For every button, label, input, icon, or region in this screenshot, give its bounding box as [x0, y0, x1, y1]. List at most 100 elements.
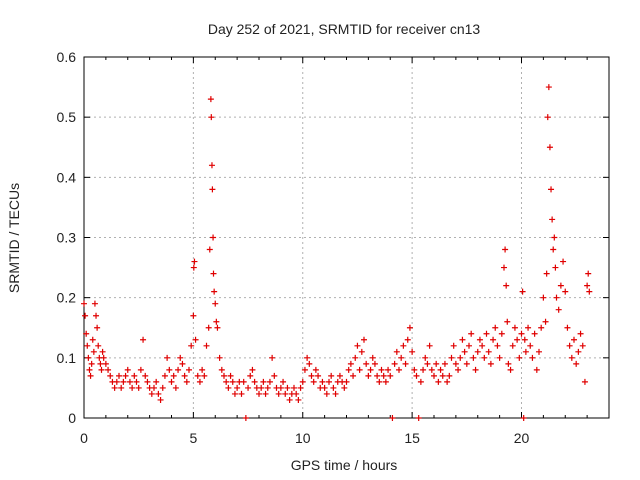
- data-point: [111, 384, 118, 391]
- data-point: [113, 378, 120, 385]
- data-point: [552, 264, 559, 271]
- data-point: [164, 354, 171, 361]
- data-point: [507, 366, 514, 373]
- data-point: [546, 144, 553, 151]
- data-point: [216, 354, 223, 361]
- data-point: [140, 336, 147, 343]
- data-point: [536, 348, 542, 355]
- data-point: [498, 330, 505, 337]
- data-point: [312, 366, 319, 373]
- data-point: [413, 372, 420, 379]
- data-point: [380, 372, 387, 379]
- data-point: [531, 330, 538, 337]
- y-tick-label: 0.3: [57, 230, 77, 246]
- data-point: [209, 186, 216, 193]
- data-point: [207, 96, 214, 103]
- data-point: [89, 336, 96, 343]
- data-point: [84, 342, 91, 349]
- data-point: [326, 378, 332, 385]
- data-point: [455, 366, 462, 373]
- data-point: [406, 324, 413, 331]
- data-point: [504, 318, 511, 325]
- data-point: [212, 300, 219, 307]
- y-tick-label: 0.1: [57, 350, 77, 366]
- data-point: [441, 360, 448, 367]
- data-point: [361, 336, 367, 343]
- data-point: [417, 378, 424, 385]
- data-point: [88, 360, 95, 367]
- data-point: [474, 348, 481, 355]
- data-point: [208, 162, 215, 169]
- data-point: [496, 354, 503, 361]
- data-point: [466, 342, 472, 349]
- data-point: [135, 384, 142, 391]
- data-point: [280, 378, 287, 385]
- data-point: [159, 384, 166, 391]
- data-point: [191, 258, 198, 265]
- data-point: [404, 336, 411, 343]
- data-point: [400, 342, 407, 349]
- data-point: [553, 294, 560, 301]
- chart-title: Day 252 of 2021, SRMTID for receiver cn1…: [208, 21, 481, 37]
- data-point: [95, 342, 102, 349]
- data-point: [172, 384, 179, 391]
- data-point: [521, 336, 528, 343]
- data-point: [485, 348, 492, 355]
- data-point: [459, 336, 466, 343]
- data-point: [354, 342, 361, 349]
- data-point: [501, 264, 507, 271]
- data-point: [245, 384, 252, 391]
- data-point: [133, 378, 140, 385]
- data-point: [107, 372, 114, 379]
- data-point: [99, 348, 106, 355]
- data-point: [264, 384, 271, 391]
- data-point: [422, 354, 429, 361]
- data-point: [577, 330, 584, 337]
- data-point: [367, 366, 374, 373]
- data-point: [347, 360, 354, 367]
- data-point: [251, 378, 258, 385]
- data-point: [218, 366, 225, 373]
- data-point: [581, 378, 588, 385]
- x-tick-label: 5: [189, 430, 197, 446]
- data-point: [439, 372, 446, 379]
- data-point: [461, 348, 468, 355]
- x-tick-label: 20: [514, 430, 530, 446]
- data-point: [382, 378, 389, 385]
- data-point: [299, 378, 306, 385]
- data-point: [225, 384, 232, 391]
- data-point: [137, 366, 144, 373]
- data-point: [352, 354, 359, 361]
- data-point: [520, 415, 527, 421]
- data-point: [83, 330, 90, 337]
- data-point: [144, 378, 151, 385]
- data-points: [81, 84, 593, 421]
- data-point: [199, 366, 206, 373]
- data-point: [525, 324, 532, 331]
- data-point: [529, 354, 536, 361]
- data-point: [306, 360, 313, 367]
- data-point: [100, 354, 107, 361]
- data-point: [549, 216, 556, 223]
- data-point: [260, 378, 267, 385]
- data-point: [304, 354, 311, 361]
- data-point: [258, 384, 265, 391]
- data-point: [341, 384, 348, 391]
- data-point: [188, 342, 195, 349]
- data-point: [568, 354, 575, 361]
- data-point: [398, 354, 405, 361]
- data-point: [148, 390, 155, 397]
- x-tick-label: 10: [295, 430, 311, 446]
- data-point: [457, 354, 464, 361]
- data-point: [269, 354, 276, 361]
- data-point: [571, 336, 577, 343]
- data-point: [555, 306, 562, 313]
- data-point: [86, 366, 93, 373]
- data-point: [266, 378, 273, 385]
- data-point: [356, 366, 363, 373]
- data-point: [240, 378, 247, 385]
- data-point: [343, 378, 350, 385]
- data-point: [81, 300, 87, 307]
- y-tick-label: 0: [68, 410, 76, 426]
- data-point: [358, 348, 365, 355]
